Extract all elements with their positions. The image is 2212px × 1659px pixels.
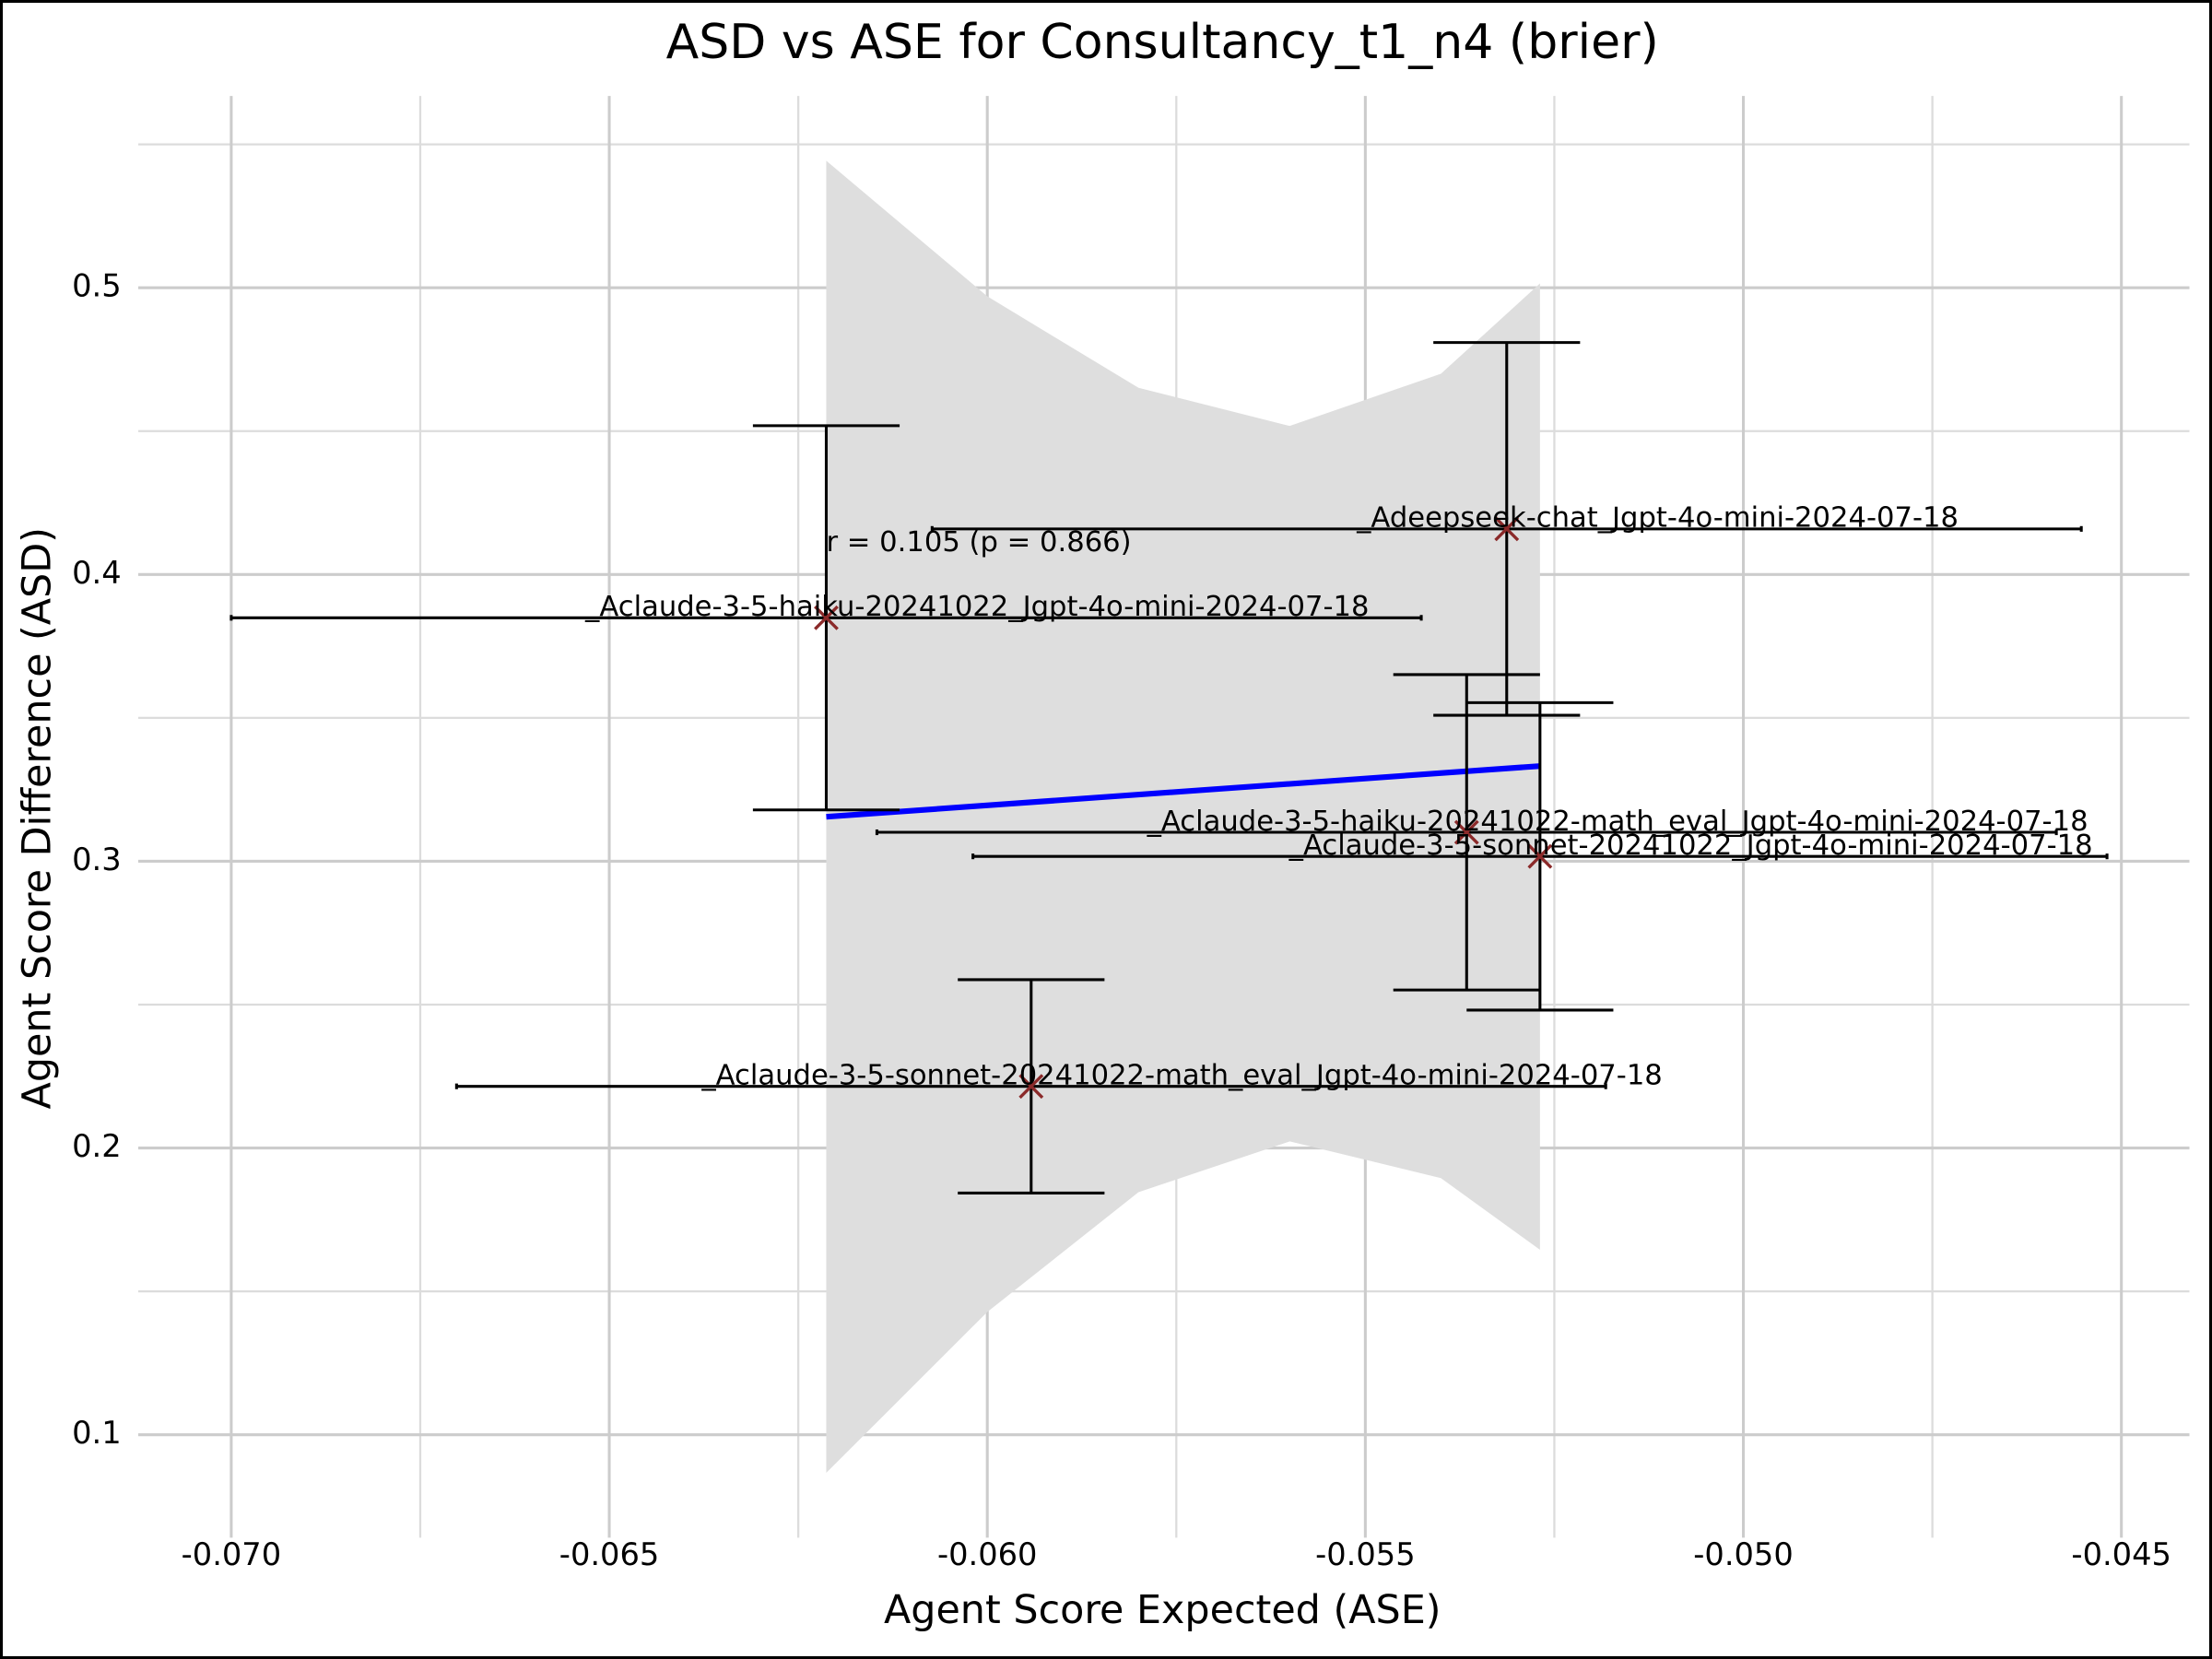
annotation: r = 0.105 (p = 0.866) <box>826 526 1131 559</box>
y-tick-label: 0.4 <box>72 555 122 591</box>
point-marker <box>1527 843 1553 869</box>
x-tick-label: -0.055 <box>1315 1536 1416 1572</box>
x-tick-label: -0.070 <box>182 1536 282 1572</box>
point-label: _Adeepseek-chat_Jgpt-4o-mini-2024-07-18 <box>1356 502 1959 535</box>
point-marker <box>1453 819 1479 845</box>
chart-title: ASD vs ASE for Consultancy_t1_n4 (brier) <box>666 15 1659 70</box>
point-label: _Aclaude-3-5-haiku-20241022_Jgpt-4o-mini… <box>584 591 1369 623</box>
point-marker <box>1018 1074 1044 1100</box>
confidence-band <box>826 160 1540 1474</box>
point-label: _Aclaude-3-5-sonnet-20241022-math_eval_J… <box>700 1059 1662 1091</box>
y-tick-label: 0.2 <box>72 1128 122 1164</box>
y-axis-label: Agent Score Difference (ASD) <box>14 527 60 1109</box>
point-marker <box>1494 516 1520 542</box>
x-tick-label: -0.065 <box>559 1536 660 1572</box>
y-tick-label: 0.3 <box>72 841 122 877</box>
point-marker <box>814 605 839 630</box>
y-tick-label: 0.5 <box>72 268 122 304</box>
x-tick-label: -0.060 <box>937 1536 1037 1572</box>
point-label: _Aclaude-3-5-sonnet-20241022_Jgpt-4o-min… <box>1288 830 2093 862</box>
y-tick-label: 0.1 <box>72 1415 122 1451</box>
x-axis-label: Agent Score Expected (ASE) <box>884 1587 1441 1633</box>
x-tick-label: -0.050 <box>1693 1536 1794 1572</box>
x-tick-label: -0.045 <box>2071 1536 2171 1572</box>
fit-line <box>826 763 1541 820</box>
point-label: _Aclaude-3-5-haiku-20241022-math_eval_Jg… <box>1147 806 2088 838</box>
plot-area: _Aclaude-3-5-haiku-20241022_Jgpt-4o-mini… <box>229 160 2109 1474</box>
